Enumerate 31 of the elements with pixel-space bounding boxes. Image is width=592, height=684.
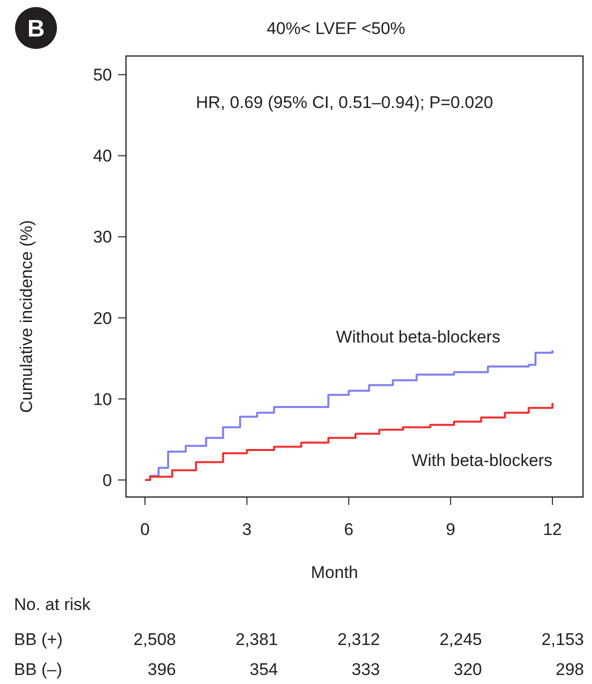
text: 320	[454, 660, 482, 679]
text: 298	[556, 660, 584, 679]
y-tick-label: 10	[93, 390, 112, 409]
x-tick-label: 12	[542, 520, 562, 539]
text: 2,381	[235, 630, 278, 649]
y-tick-label: 0	[102, 470, 112, 490]
x-tick-label: 0	[140, 520, 150, 539]
text: 2,312	[337, 630, 380, 649]
y-tick-label: 40	[93, 146, 112, 166]
text: 2,153	[541, 630, 584, 649]
y-tick-label: 20	[93, 308, 112, 328]
series-label: With beta-blockers	[412, 450, 552, 470]
text: No. at risk	[14, 595, 92, 614]
text: 396	[148, 660, 176, 679]
x-tick-label: 6	[344, 520, 354, 539]
y-tick-label: 50	[93, 66, 112, 85]
chart-title: 40%< LVEF <50%	[266, 19, 406, 38]
text: 2,245	[439, 630, 482, 649]
x-tick-label: 3	[242, 520, 252, 539]
text: BB (–)	[14, 660, 62, 679]
text: B	[27, 16, 45, 43]
x-tick-label: 9	[446, 520, 456, 539]
text: BB (+)	[14, 630, 63, 649]
text: 333	[352, 660, 380, 679]
y-axis-title: Cumulative incidence (%)	[17, 220, 36, 413]
y-tick-label: 30	[93, 228, 112, 247]
series-label: Without beta-blockers	[336, 327, 500, 346]
text: 2,508	[133, 630, 176, 649]
annotation: HR, 0.69 (95% CI, 0.51–0.94); P=0.020	[196, 93, 494, 112]
text: 354	[250, 660, 278, 679]
x-axis-title: Month	[310, 563, 358, 582]
